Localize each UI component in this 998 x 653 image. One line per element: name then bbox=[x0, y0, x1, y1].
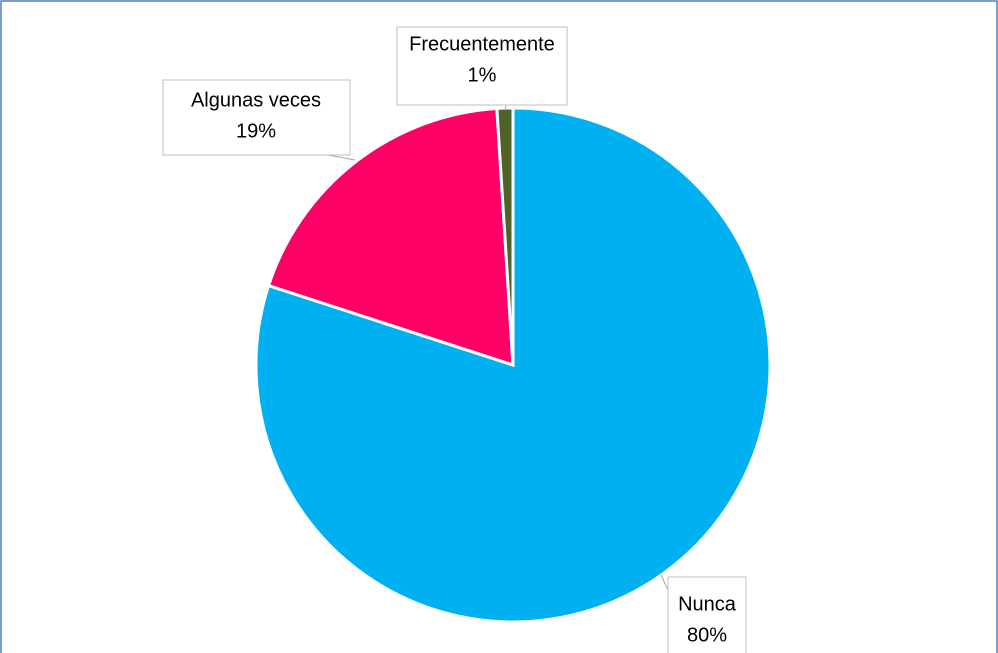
slice-label: Algunas veces bbox=[191, 89, 321, 111]
slice-value-label: 19% bbox=[236, 120, 276, 142]
label-box bbox=[396, 26, 568, 106]
slice-value-label: 1% bbox=[468, 64, 497, 86]
slice-label: Nunca bbox=[678, 593, 737, 615]
pie-slice bbox=[254, 106, 772, 624]
pie-slice bbox=[266, 106, 515, 368]
label-box bbox=[667, 576, 747, 653]
slice-value-label: 80% bbox=[687, 624, 727, 646]
slice-label: Frecuentemente bbox=[409, 33, 555, 55]
leader-line bbox=[660, 574, 669, 591]
label-box bbox=[162, 79, 351, 156]
